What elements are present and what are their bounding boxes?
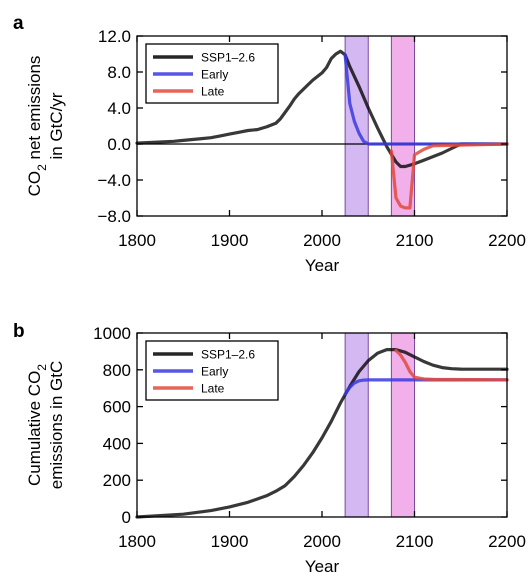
y-tick-label: 400 [103,434,131,453]
y-tick-label: 12.0 [98,27,131,46]
y-axis-label: CO2 net emissions in GtC/yr [25,56,66,197]
series-line-late [389,142,509,210]
y-tick-label: −4.0 [97,171,131,190]
y-axis-label-part: Cumulative CO [25,371,44,486]
series-line-early [343,53,509,146]
y-tick-label: 0.0 [107,135,131,154]
series-line-late [394,348,509,382]
x-tick-label: 2000 [303,231,341,250]
y-tick-label: 200 [103,471,131,490]
x-axis-label: Year [305,557,340,576]
y-axis-label-line2: emissions in GtC [47,361,66,489]
x-axis-label: Year [305,256,340,275]
legend-entry: Late [201,382,225,396]
x-tick-label: 1900 [211,231,249,250]
series-line-early [343,378,509,396]
y-tick-label: 4.0 [107,99,131,118]
y-axis-label: Cumulative CO2emissions in GtC [25,361,66,489]
y-axis-label-part: CO [25,171,44,197]
y-axis-label-subscript: 2 [35,364,49,371]
series-line-ssp1-2-6 [135,49,509,169]
y-axis-label-subscript: 2 [35,164,49,171]
y-tick-label: −8.0 [97,207,131,226]
panel-a: 12.0 8.0 4.0 0.0 −4.0 −8.0 1800 1900 2000 2100 220… [13,13,526,275]
panel-label: a [13,13,24,34]
legend: SSP1–2.6 Early Late [145,340,279,401]
x-tick-label: 2200 [488,532,526,551]
shaded-period-1 [344,332,369,518]
panel-label: b [13,321,25,342]
y-tick-label: 600 [103,398,131,417]
y-tick-label: 8.0 [107,63,131,82]
x-tick-label: 2100 [396,532,434,551]
y-tick-label: 0 [122,508,131,527]
legend-entry: SSP1–2.6 [201,51,255,65]
y-tick-label: 800 [103,361,131,380]
x-tick-label: 2100 [396,231,434,250]
legend: SSP1–2.6 Early Late [145,43,279,104]
legend-entry: Early [201,365,228,379]
x-tick-label: 2200 [488,231,526,250]
x-tick-label: 1900 [211,532,249,551]
y-axis-label-part: net emissions [25,56,44,165]
legend-entry: Early [201,68,228,82]
legend-entry: SSP1–2.6 [201,348,255,362]
y-tick-label: 1000 [93,324,131,343]
x-tick-label: 1800 [118,532,156,551]
x-tick-label: 2000 [303,532,341,551]
y-axis-label-line2: in GtC/yr [47,92,66,159]
legend-entry: Late [201,85,225,99]
x-tick-label: 1800 [118,231,156,250]
